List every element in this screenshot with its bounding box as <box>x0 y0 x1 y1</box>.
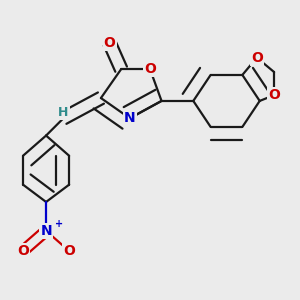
Text: O: O <box>268 88 280 102</box>
Text: H: H <box>58 106 69 119</box>
Text: O: O <box>63 244 75 258</box>
Text: O: O <box>144 62 156 76</box>
Text: O: O <box>17 244 29 258</box>
Text: +: + <box>55 219 63 229</box>
Text: N: N <box>124 111 136 125</box>
Text: O: O <box>251 51 263 64</box>
Text: O: O <box>103 36 116 50</box>
Text: N: N <box>40 224 52 238</box>
